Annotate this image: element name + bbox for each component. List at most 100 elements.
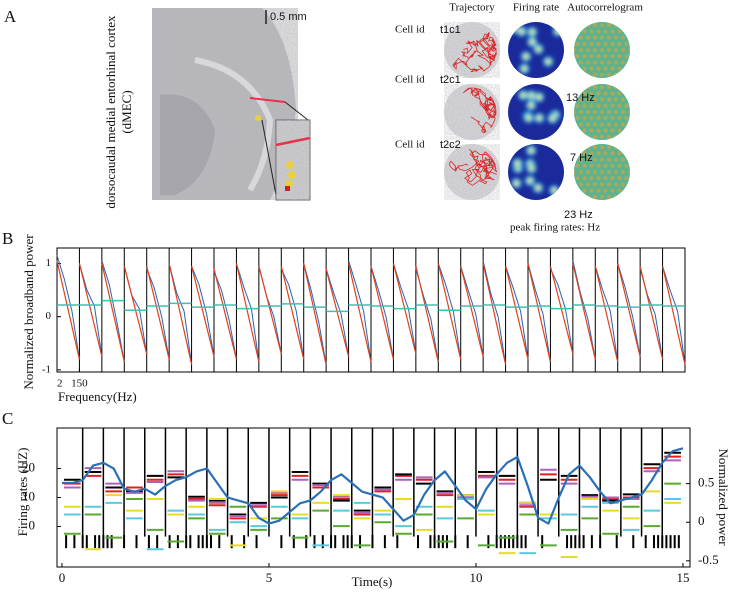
autocorr-peak xyxy=(613,85,619,90)
autocorr-peak xyxy=(582,66,587,71)
autocorr-peak xyxy=(617,176,622,181)
autocorr-peak xyxy=(568,29,572,33)
autocorr-peak xyxy=(635,73,639,77)
rate-peak xyxy=(549,115,555,121)
autocorr-peak xyxy=(592,157,598,162)
autocorr-peak xyxy=(642,135,646,139)
autocorr-peak xyxy=(592,23,598,28)
autocorr-peak xyxy=(596,128,601,133)
y-tick-label: 0 xyxy=(29,517,36,532)
autocorr-peak xyxy=(610,29,615,34)
power-trace xyxy=(303,263,327,365)
tissue-layer xyxy=(194,57,274,192)
autocorr-peak xyxy=(610,151,615,156)
autocorr-peak xyxy=(624,54,629,59)
power-trace xyxy=(191,265,215,357)
autocorr-peak xyxy=(578,169,584,175)
rate-trace xyxy=(62,447,684,525)
cell-label: Cell id xyxy=(395,139,425,151)
rate-peak xyxy=(513,180,519,186)
autocorr-peak xyxy=(617,91,622,96)
autocorr-peak xyxy=(620,35,626,40)
autocorr-peak xyxy=(568,164,572,168)
cell-id: t1c1 xyxy=(440,24,461,36)
autocorr-peak xyxy=(585,60,591,65)
autocorr-peak xyxy=(561,151,565,155)
autocorr-peak xyxy=(582,163,587,168)
autocorr-peak xyxy=(582,54,587,59)
autocorr-peak xyxy=(578,60,584,65)
autocorr-peak xyxy=(589,54,594,59)
autocorr-peak xyxy=(624,128,629,133)
autocorr-peak xyxy=(603,29,608,34)
autocorr-peak xyxy=(606,23,612,28)
autocorr-peak xyxy=(596,151,601,156)
autocorr-peak xyxy=(592,182,598,187)
rate-peak xyxy=(545,59,551,65)
autocorr-peak xyxy=(596,163,601,168)
caption: peak firing rates: Hz xyxy=(510,222,600,234)
autocorr-peak xyxy=(603,103,608,109)
y2-tick-label: 0.5 xyxy=(698,475,714,490)
power-trace xyxy=(460,265,484,357)
rate-peak xyxy=(526,115,532,121)
autocorr-peak xyxy=(585,72,591,78)
autocorr-peak xyxy=(603,116,608,121)
autocorr-peak xyxy=(574,145,577,150)
autocorr-peak xyxy=(585,134,591,139)
autocorr-peak xyxy=(592,72,598,78)
autocorr-peak xyxy=(582,41,587,46)
power-trace xyxy=(437,263,462,360)
autocorr-peak xyxy=(603,54,608,59)
autocorr-peak xyxy=(592,85,598,90)
rate-peak xyxy=(555,28,561,34)
power-trace xyxy=(527,263,551,362)
autocorr-peak xyxy=(596,91,601,96)
autocorr-peak xyxy=(578,182,584,187)
fit-line xyxy=(415,265,439,363)
autocorr-peak xyxy=(627,72,630,78)
autocorr-peak xyxy=(575,163,580,168)
fit-line xyxy=(505,265,529,360)
power-trace xyxy=(101,260,125,362)
rate-peak xyxy=(551,187,557,193)
autocorr-peak xyxy=(610,66,615,71)
autocorr-peak xyxy=(599,72,605,78)
autocorr-peak xyxy=(575,176,580,181)
fit-line xyxy=(639,265,664,360)
power-trace xyxy=(348,260,372,362)
rate-peak xyxy=(529,93,535,99)
autocorr-peak xyxy=(627,109,630,115)
autocorr-peak xyxy=(592,134,598,139)
fit-line xyxy=(348,263,372,363)
autocorr-peak xyxy=(606,122,612,127)
panel-label: B xyxy=(2,229,13,248)
autocorr-peak xyxy=(575,29,580,34)
power-trace xyxy=(617,263,641,357)
autocorr-peak xyxy=(599,145,605,150)
rate-peak xyxy=(511,25,517,31)
autocorr-peak xyxy=(613,60,619,65)
autocorr-peak xyxy=(585,194,591,199)
autocorr-peak xyxy=(582,91,587,96)
autocorr-peak xyxy=(638,128,642,132)
fit-line xyxy=(191,265,215,357)
autocorr-peak xyxy=(606,85,612,90)
autocorr-peak xyxy=(578,47,584,53)
y-tick-label: 1 xyxy=(46,257,52,269)
autocorr-peak xyxy=(635,195,639,199)
rate-field xyxy=(552,26,563,37)
rate-peak xyxy=(529,29,535,35)
autocorr-peak xyxy=(558,85,562,89)
autocorr-peak xyxy=(574,109,577,115)
autocorr-peak xyxy=(596,176,601,181)
column-header: Autocorrelogram xyxy=(567,2,643,14)
autocorr-peak xyxy=(620,182,626,187)
y2-axis-label: Normalized power xyxy=(716,448,731,546)
autocorr-peak xyxy=(592,109,598,115)
autocorr-peak xyxy=(585,97,591,102)
autocorr-peak xyxy=(620,122,626,127)
autocorr-peak xyxy=(617,54,622,59)
autocorr-peak xyxy=(620,169,626,175)
autocorr-peak xyxy=(599,60,605,65)
